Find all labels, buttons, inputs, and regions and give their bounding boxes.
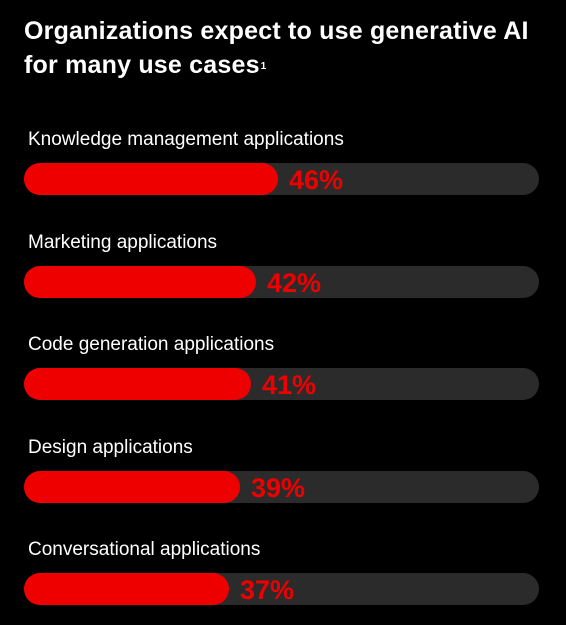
- bar: [24, 368, 251, 400]
- value-label: 46%: [289, 165, 344, 195]
- bar: [24, 573, 229, 605]
- value-label: 42%: [267, 268, 322, 298]
- bar: [24, 163, 278, 195]
- category-label: Code generation applications: [28, 334, 275, 355]
- bar-track: 37%: [24, 573, 539, 605]
- bar-track: 46%: [24, 163, 539, 195]
- bar-row: Knowledge management applications 46%: [0, 128, 566, 208]
- value-label: 39%: [251, 473, 306, 503]
- chart-title: Organizations expect to use generative A…: [24, 14, 544, 82]
- bar: [24, 471, 240, 503]
- category-label: Knowledge management applications: [28, 129, 344, 150]
- chart-title-text: Organizations expect to use generative A…: [24, 17, 529, 79]
- bar-row: Code generation applications 41%: [0, 333, 566, 413]
- bar-track: 42%: [24, 266, 539, 298]
- bar-row: Design applications 39%: [0, 436, 566, 516]
- bar: [24, 266, 256, 298]
- footnote-marker: 1: [260, 61, 267, 72]
- bar-row: Conversational applications 37%: [0, 538, 566, 618]
- category-label: Conversational applications: [28, 539, 261, 560]
- bar-row: Marketing applications 42%: [0, 231, 566, 311]
- category-label: Design applications: [28, 437, 193, 458]
- value-label: 37%: [240, 575, 295, 605]
- value-label: 41%: [262, 370, 317, 400]
- category-label: Marketing applications: [28, 232, 218, 253]
- bar-track: 41%: [24, 368, 539, 400]
- bar-track: 39%: [24, 471, 539, 503]
